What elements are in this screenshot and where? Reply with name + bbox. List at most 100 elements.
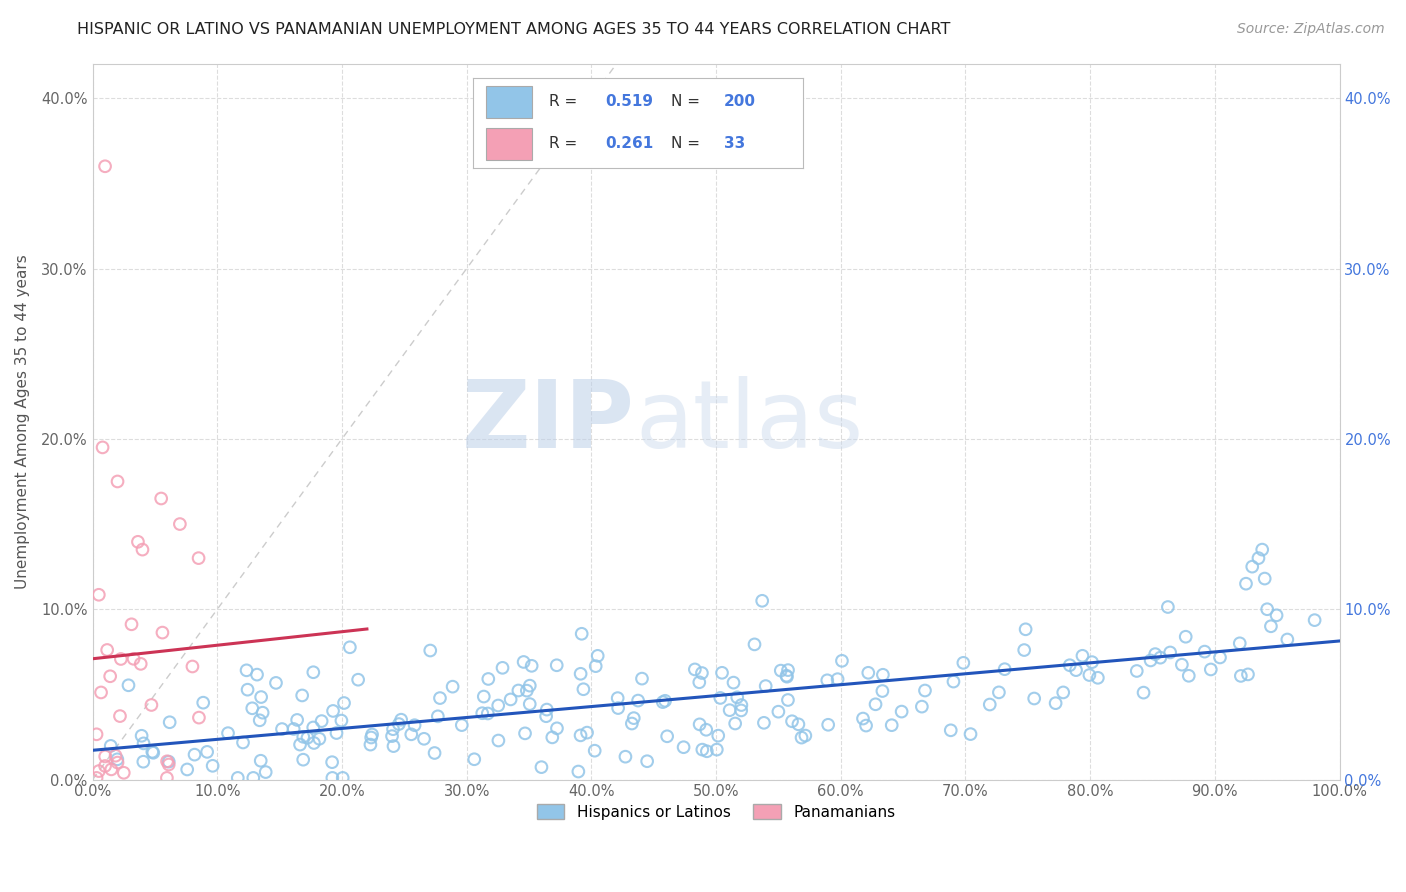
Point — [87, 588, 110, 602]
Point — [152, 625, 174, 640]
Point — [1254, 572, 1277, 586]
Point — [827, 672, 849, 686]
Point — [132, 736, 155, 750]
Point — [201, 759, 224, 773]
Point — [911, 699, 934, 714]
Point — [311, 714, 333, 728]
Point — [339, 640, 361, 655]
Point — [952, 656, 974, 670]
Point — [1209, 650, 1232, 665]
Point — [283, 722, 305, 736]
Point — [1081, 655, 1104, 669]
Point — [169, 517, 191, 532]
Point — [815, 673, 838, 688]
Point — [776, 663, 799, 677]
Point — [250, 690, 273, 704]
Point — [576, 725, 599, 739]
Point — [513, 726, 536, 740]
Point — [112, 765, 135, 780]
Point — [381, 729, 404, 743]
Point — [516, 683, 538, 698]
Point — [979, 698, 1001, 712]
Point — [302, 665, 325, 680]
Point — [768, 705, 790, 719]
Point — [107, 475, 129, 489]
Point — [530, 760, 553, 774]
Point — [1256, 602, 1278, 616]
Point — [98, 669, 121, 683]
Point — [865, 698, 887, 712]
Point — [585, 659, 607, 673]
Point — [325, 726, 347, 740]
Point — [472, 690, 495, 704]
Point — [1078, 668, 1101, 682]
Point — [1199, 663, 1222, 677]
Point — [569, 728, 592, 742]
Point — [382, 722, 405, 736]
Point — [831, 654, 853, 668]
Point — [725, 690, 748, 705]
Point — [1230, 669, 1253, 683]
Point — [236, 682, 259, 697]
Point — [1178, 669, 1201, 683]
Point — [127, 534, 149, 549]
Point — [534, 709, 557, 723]
Point — [94, 159, 117, 173]
Point — [107, 756, 129, 770]
Point — [131, 542, 153, 557]
Point — [413, 731, 436, 746]
Point — [1277, 632, 1299, 647]
Point — [486, 698, 509, 713]
Point — [499, 692, 522, 706]
Point — [1132, 685, 1154, 699]
Point — [86, 727, 108, 741]
Point — [571, 627, 593, 641]
Point — [105, 752, 128, 766]
Point — [1149, 650, 1171, 665]
Point — [790, 731, 813, 745]
Point — [382, 739, 405, 753]
Point — [486, 733, 509, 747]
Point — [100, 763, 122, 777]
Point — [389, 713, 412, 727]
Point — [193, 696, 215, 710]
Point — [423, 746, 446, 760]
Point — [541, 731, 564, 745]
Point — [1159, 645, 1181, 659]
Point — [157, 757, 180, 772]
Point — [122, 652, 145, 666]
Point — [347, 673, 370, 687]
Point — [242, 771, 264, 785]
Point — [1045, 696, 1067, 710]
Point — [183, 747, 205, 762]
Point — [285, 713, 308, 727]
Point — [141, 745, 163, 759]
Point — [723, 675, 745, 690]
Point — [536, 702, 558, 716]
Point — [1171, 657, 1194, 672]
Point — [872, 667, 894, 681]
Point — [254, 765, 277, 780]
Point — [1229, 636, 1251, 650]
Point — [1052, 685, 1074, 699]
Point — [426, 709, 449, 723]
Point — [654, 694, 676, 708]
Point — [91, 441, 114, 455]
Point — [1303, 613, 1326, 627]
Point — [90, 685, 112, 699]
Point — [787, 717, 810, 731]
Point — [755, 679, 778, 693]
Point — [683, 662, 706, 676]
Point — [508, 683, 530, 698]
Point — [332, 771, 354, 785]
Point — [692, 742, 714, 756]
Text: HISPANIC OR LATINO VS PANAMANIAN UNEMPLOYMENT AMONG AGES 35 TO 44 YEARS CORRELAT: HISPANIC OR LATINO VS PANAMANIAN UNEMPLO… — [77, 22, 950, 37]
Text: atlas: atlas — [636, 376, 863, 467]
Point — [141, 698, 163, 712]
Point — [880, 718, 903, 732]
Point — [104, 748, 127, 763]
Point — [1024, 691, 1046, 706]
Point — [776, 693, 799, 707]
Point — [730, 703, 752, 717]
Point — [690, 666, 713, 681]
